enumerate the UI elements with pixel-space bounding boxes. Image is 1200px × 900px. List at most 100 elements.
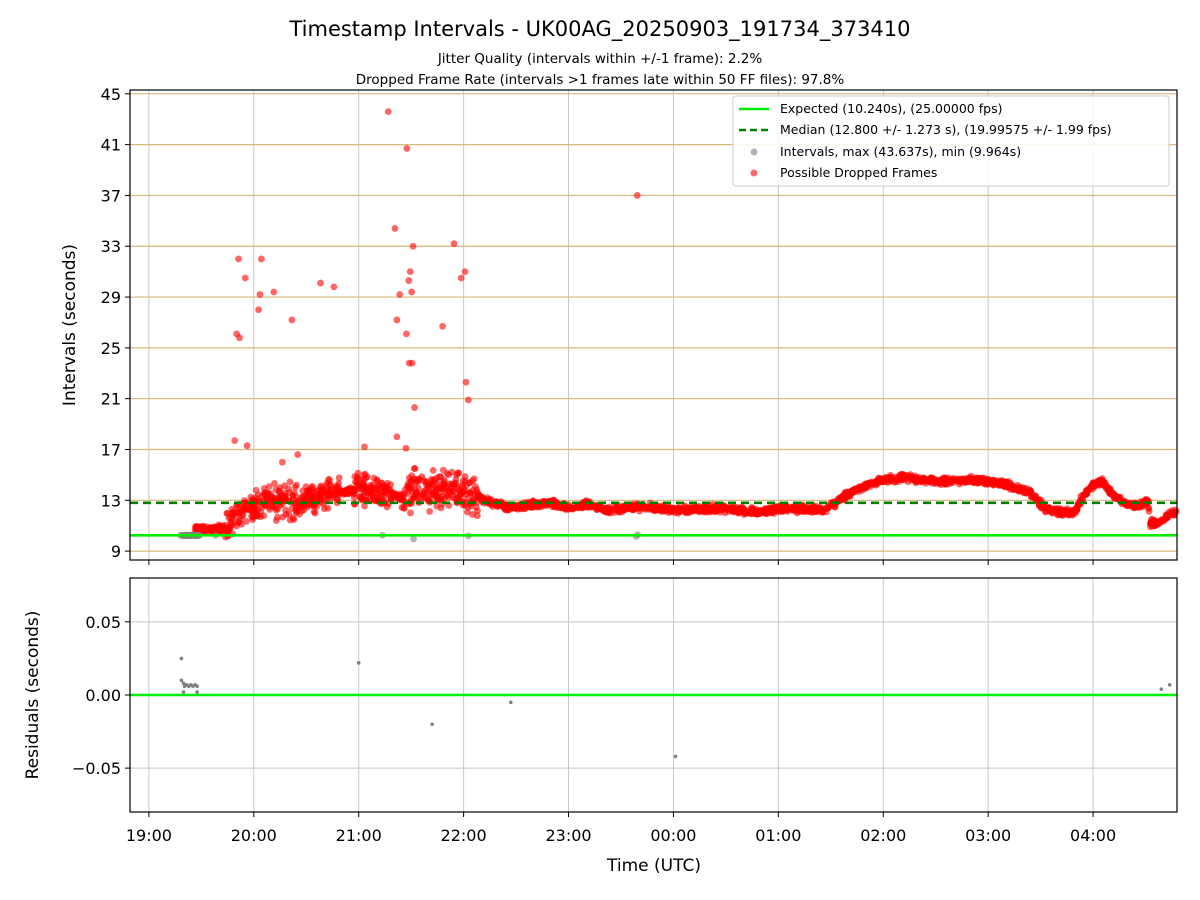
- figure-title: Timestamp Intervals - UK00AG_20250903_19…: [288, 17, 910, 42]
- legend-dropped-label: Possible Dropped Frames: [780, 165, 937, 180]
- dropped-frame-point: [1020, 484, 1027, 492]
- dropped-frame-point: [401, 489, 409, 497]
- dropped-frame-point: [342, 490, 350, 498]
- top-ytick-label-0: 9: [111, 542, 121, 561]
- dropped-frame-point: [335, 474, 343, 482]
- dropped-frame-point: [1110, 492, 1118, 500]
- dropped-frame-point: [990, 481, 997, 489]
- dropped-frame-point: [432, 485, 440, 493]
- dropped-frame-outlier: [406, 268, 414, 276]
- dropped-frame-point: [628, 506, 636, 514]
- legend: Expected (10.240s), (25.00000 fps) Media…: [732, 95, 1170, 187]
- dropped-frame-point: [272, 517, 280, 525]
- dropped-frame-outlier: [231, 437, 239, 444]
- dropped-frame-point: [383, 484, 391, 491]
- dropped-frame-outlier: [393, 433, 401, 441]
- dropped-frame-point: [238, 509, 245, 517]
- dropped-frame-point: [434, 493, 442, 501]
- dropped-frame-point: [1083, 488, 1090, 496]
- dropped-frame-outlier: [391, 225, 399, 232]
- dropped-frame-point: [271, 480, 278, 487]
- dropped-frame-point: [272, 506, 280, 514]
- top-ytick-label-7: 37: [101, 186, 121, 205]
- dropped-frame-outlier: [402, 330, 410, 338]
- dropped-frame-point: [844, 488, 852, 496]
- residual-point: [430, 722, 434, 727]
- top-ytick-label-2: 17: [101, 440, 121, 459]
- dropped-frame-point: [1104, 486, 1112, 494]
- dropped-frame-outlier: [393, 316, 401, 324]
- dropped-frame-point: [473, 485, 480, 493]
- dropped-frame-point: [1004, 480, 1012, 488]
- dropped-frame-point: [516, 505, 524, 513]
- dropped-frame-point: [240, 504, 248, 511]
- dropped-frame-point: [225, 524, 232, 532]
- dropped-frame-point: [407, 509, 414, 517]
- dropped-frame-point: [578, 501, 586, 509]
- residual-point: [181, 681, 186, 686]
- dropped-frame-point: [453, 493, 461, 501]
- dropped-frame-point: [758, 506, 765, 514]
- dropped-frame-point: [1055, 511, 1063, 519]
- dropped-frame-point: [208, 524, 215, 532]
- dropped-frame-point: [429, 466, 437, 474]
- dropped-frame-point: [933, 479, 941, 486]
- dropped-frame-point: [675, 507, 683, 515]
- dropped-frame-outlier: [236, 334, 243, 342]
- dropped-frame-point: [389, 490, 397, 497]
- dropped-frame-point: [371, 497, 379, 505]
- dropped-frame-point: [227, 510, 235, 517]
- dropped-frame-point: [455, 486, 463, 493]
- dropped-frame-point: [415, 476, 423, 484]
- residual-point: [181, 690, 186, 694]
- top-ytick-label-9: 45: [101, 85, 121, 104]
- dropped-frame-point: [642, 503, 650, 511]
- top-ytick-label-5: 29: [101, 288, 121, 307]
- dropped-frame-outlier: [279, 458, 286, 466]
- residual-point: [179, 656, 184, 661]
- dropped-frame-point: [1097, 481, 1105, 489]
- dropped-frame-point: [724, 504, 732, 512]
- dropped-frame-point: [293, 481, 300, 489]
- dropped-frame-point: [597, 505, 605, 513]
- dropped-frame-point: [328, 494, 336, 502]
- dropped-frame-point: [470, 475, 478, 483]
- dropped-frame-point: [768, 506, 776, 514]
- xtick-label-0: 19:00: [126, 826, 172, 845]
- dropped-frame-point: [636, 507, 643, 515]
- dropped-frame-point: [323, 486, 331, 494]
- residual-point: [1167, 682, 1172, 687]
- dropped-frame-point: [232, 513, 240, 521]
- dropped-frame-outlier: [461, 268, 469, 276]
- dropped-frame-point: [782, 503, 790, 511]
- x-axis-label: Time (UTC): [606, 856, 701, 876]
- dropped-frame-point: [228, 518, 235, 525]
- dropped-frame-point: [276, 493, 284, 501]
- dropped-frame-outlier: [235, 255, 242, 263]
- dropped-frame-point: [1038, 504, 1045, 512]
- dropped-frame-point: [238, 520, 245, 528]
- bottom-ytick-label-0: 0.05: [85, 613, 121, 632]
- dropped-frame-outlier: [384, 108, 392, 115]
- dropped-frame-point: [460, 488, 468, 495]
- dropped-frame-point: [1028, 493, 1036, 500]
- dropped-frame-point: [1011, 485, 1018, 493]
- dropped-frame-point: [928, 477, 936, 485]
- dropped-frame-point: [437, 504, 445, 512]
- legend-median-label: Median (12.800 +/- 1.273 s), (19.99575 +…: [780, 122, 1111, 137]
- figure-subtitle-dropped: Dropped Frame Rate (intervals >1 frames …: [356, 72, 845, 88]
- legend-intervals-swatch: [750, 148, 758, 156]
- dropped-frame-point: [622, 504, 630, 511]
- dropped-frame-point: [421, 494, 429, 502]
- dropped-frame-point: [422, 486, 430, 493]
- dropped-frame-point: [426, 508, 434, 515]
- top-ylabel: Intervals (seconds): [60, 244, 80, 406]
- dropped-frame-point: [1147, 519, 1154, 527]
- top-ytick-label-4: 25: [101, 339, 121, 358]
- dropped-frame-point: [428, 475, 436, 483]
- residual-point: [509, 700, 513, 705]
- dropped-frame-point: [285, 511, 293, 518]
- dropped-frame-point: [440, 495, 448, 503]
- residual-point: [356, 661, 361, 665]
